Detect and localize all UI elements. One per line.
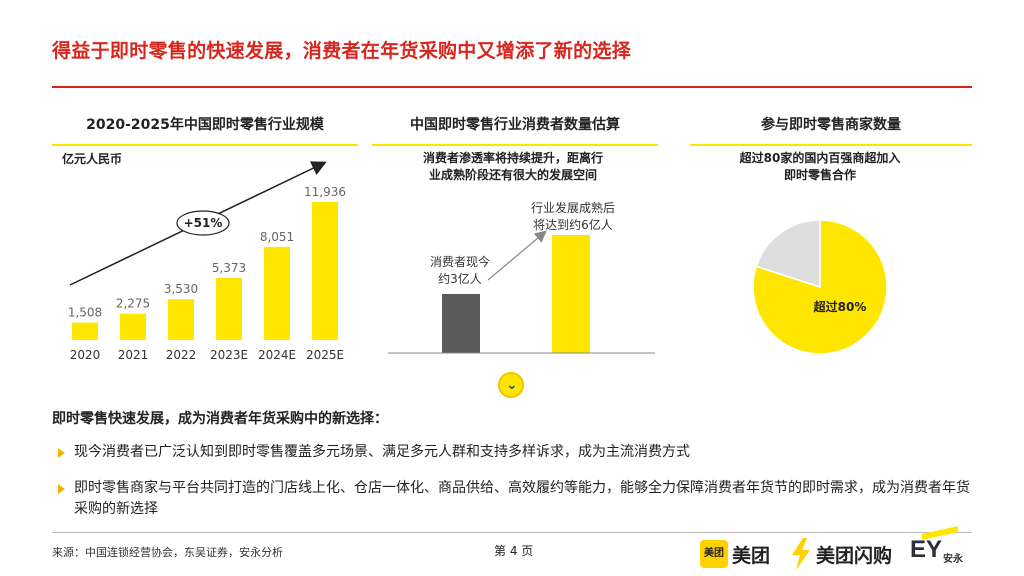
title-divider — [52, 86, 972, 88]
bar-2021 — [120, 313, 146, 340]
page-number: 第 4 页 — [494, 544, 534, 558]
bar-value-label: 11,936 — [304, 185, 346, 199]
panel3-note-line2: 即时零售合作 — [783, 168, 856, 182]
meituan-logo-box: 美团 — [700, 540, 728, 568]
lightning-bolt-icon — [792, 538, 810, 570]
footer-divider — [52, 532, 972, 533]
bar-value-label: 8,051 — [260, 230, 294, 244]
ey-logo-cn: 安永 — [943, 554, 963, 565]
bar-2024E — [264, 246, 290, 340]
panel1-rule — [52, 144, 358, 146]
pie-slice-2 — [755, 219, 821, 289]
panel3-rule — [690, 144, 972, 146]
pie-slice-1 — [752, 219, 888, 355]
future-label-line1: 行业发展成熟后 — [531, 200, 615, 215]
category-label: 2025E — [306, 348, 344, 362]
category-label: 2020 — [70, 348, 101, 362]
growth-label: +51% — [184, 216, 223, 230]
panel1-heading: 2020-2025年中国即时零售行业规模 — [86, 117, 324, 133]
bullet-text: 即时零售商家与平台共同打造的门店线上化、仓店一体化、商品供给、高效履约等能力，能… — [74, 480, 970, 517]
consumer-bar-1 — [442, 294, 480, 353]
future-label-line2: 将达到约6亿人 — [533, 217, 613, 232]
meituan-logo-text: 美团 — [732, 545, 771, 567]
panel2-rule — [372, 144, 658, 146]
ey-logo: EY — [910, 536, 943, 563]
summary-heading: 即时零售快速发展，成为消费者年货采购中的新选择： — [52, 411, 388, 427]
category-label: 2024E — [258, 348, 296, 362]
bar-value-label: 2,275 — [116, 297, 150, 311]
consumer-growth-arrow — [487, 230, 547, 281]
category-label: 2022 — [166, 348, 197, 362]
bullet-triangle-icon — [58, 448, 65, 458]
bar-2022 — [168, 299, 194, 340]
panel1-unit: 亿元人民币 — [62, 152, 123, 166]
panel2-note-line1: 消费者渗透率将持续提升，距离行 — [422, 151, 603, 165]
meituan-shangou-logo-text: 美团闪购 — [816, 545, 893, 567]
category-label: 2021 — [118, 348, 149, 362]
bar-2023E — [216, 277, 242, 340]
source-note: 来源：中国连锁经营协会，东吴证券，安永分析 — [52, 546, 283, 559]
pie-slice-label: 超过80% — [813, 299, 867, 314]
chart-merchants-pie — [752, 219, 888, 355]
panel3-note: 超过80家的国内百强商超加入 即时零售合作 — [700, 150, 940, 184]
bullet-text: 现今消费者已广泛认知到即时零售覆盖多元场景、满足多元人群和支持多样诉求，成为主流… — [74, 444, 690, 460]
panel2-heading: 中国即时零售行业消费者数量估算 — [410, 117, 620, 133]
bar-value-label: 1,508 — [68, 306, 102, 320]
category-label: 2023E — [210, 348, 248, 362]
panel3-note-line1: 超过80家的国内百强商超加入 — [739, 151, 901, 165]
current-label-line1: 消费者现今 — [430, 254, 490, 269]
bullet-item: 现今消费者已广泛认知到即时零售覆盖多元场景、满足多元人群和支持多样诉求，成为主流… — [52, 442, 974, 463]
consumer-bar-2 — [552, 235, 590, 353]
growth-badge — [176, 210, 230, 236]
panel2-note: 消费者渗透率将持续提升，距离行 业成熟阶段还有很大的发展空间 — [388, 150, 638, 184]
bar-2020 — [72, 322, 98, 340]
chart-market-size: 1,508 2020 2,275 2021 3,530 2022 5,373 2023E 8,0… — [68, 185, 346, 362]
panel3-heading: 参与即时零售商家数量 — [761, 117, 901, 133]
bar-value-label: 3,530 — [164, 282, 198, 296]
bar-value-label: 5,373 — [212, 261, 246, 275]
bullet-triangle-icon — [58, 484, 65, 494]
chart-consumers — [388, 235, 655, 354]
bullet-item: 即时零售商家与平台共同打造的门店线上化、仓店一体化、商品供给、高效履约等能力，能… — [52, 478, 974, 520]
bar-2025E — [312, 202, 338, 340]
current-label-line2: 约3亿人 — [438, 271, 482, 286]
page-title: 得益于即时零售的快速发展，消费者在年货采购中又增添了新的选择 — [52, 40, 632, 62]
panel2-note-line2: 业成熟阶段还有很大的发展空间 — [428, 168, 597, 182]
expand-chevron-icon: ⌄ — [498, 372, 524, 398]
